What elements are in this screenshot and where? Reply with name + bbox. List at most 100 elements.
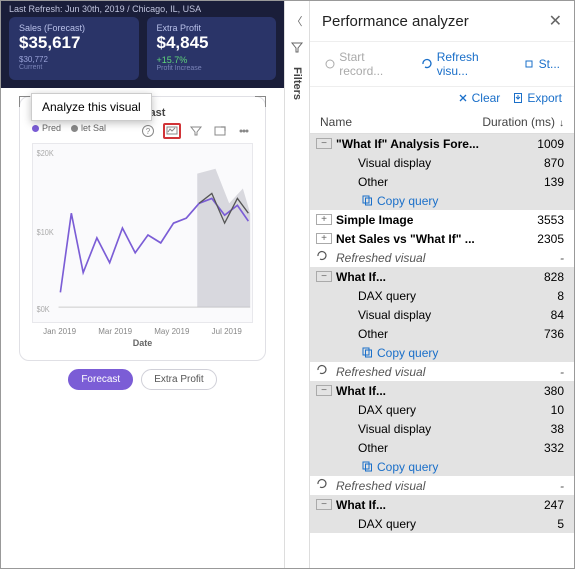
button-row: Forecast Extra Profit xyxy=(19,361,266,394)
table-row[interactable]: −"What If" Analysis Fore...1009 xyxy=(310,134,574,153)
filter-icon[interactable] xyxy=(187,123,205,139)
x-axis-title: Date xyxy=(32,338,253,348)
row-value: 870 xyxy=(504,156,564,170)
row-label[interactable]: Simple Image xyxy=(336,213,504,227)
row-value: 828 xyxy=(504,270,564,284)
panel-title: Performance analyzer xyxy=(322,13,469,30)
analyze-visual-icon[interactable] xyxy=(163,123,181,139)
table-row: DAX query10 xyxy=(310,400,574,419)
row-label[interactable]: What If... xyxy=(336,384,504,398)
table-row[interactable]: −What If...828 xyxy=(310,267,574,286)
row-label[interactable]: Net Sales vs "What If" ... xyxy=(336,232,504,246)
more-icon[interactable] xyxy=(235,123,253,139)
chart-legend: Pred let Sal ? xyxy=(32,123,253,139)
row-label[interactable]: "What If" Analysis Fore... xyxy=(336,137,504,151)
panel-toolbar: Start record... Refresh visu... St... xyxy=(310,42,574,87)
table-row[interactable]: −What If...247 xyxy=(310,495,574,514)
close-icon[interactable]: ✕ xyxy=(549,11,562,31)
line-chart[interactable]: $20K $10K $0K xyxy=(32,143,253,323)
row-value: 5 xyxy=(504,517,564,531)
report-canvas: Last Refresh: Jun 30th, 2019 / Chicago, … xyxy=(1,1,284,568)
start-recording-button[interactable]: Start record... xyxy=(320,48,411,80)
table-row[interactable]: −What If...380 xyxy=(310,381,574,400)
kpi-value: $4,845 xyxy=(157,33,267,53)
row-value: 139 xyxy=(504,175,564,189)
row-value: 38 xyxy=(504,422,564,436)
row-value: - xyxy=(504,251,564,265)
grid-body[interactable]: −"What If" Analysis Fore...1009Visual di… xyxy=(310,134,574,568)
refresh-timestamp: Last Refresh: Jun 30th, 2019 / Chicago, … xyxy=(9,4,201,14)
row-value: 736 xyxy=(504,327,564,341)
toggle-icon[interactable]: − xyxy=(316,499,332,510)
row-value: 8 xyxy=(504,289,564,303)
table-row[interactable]: +Net Sales vs "What If" ...2305 xyxy=(310,229,574,248)
focus-icon[interactable] xyxy=(211,123,229,139)
table-row: Visual display84 xyxy=(310,305,574,324)
stop-button[interactable]: St... xyxy=(519,48,564,80)
refresh-icon xyxy=(316,250,332,265)
panel-actions: Clear Export xyxy=(310,87,574,111)
row-value: 247 xyxy=(504,498,564,512)
sort-desc-icon: ↓ xyxy=(559,118,564,129)
table-row: Visual display38 xyxy=(310,419,574,438)
kpi-title: Extra Profit xyxy=(157,23,267,33)
filters-label: Filters xyxy=(291,67,303,100)
row-label: DAX query xyxy=(336,517,504,531)
grid-header: Name Duration (ms)↓ xyxy=(310,111,574,134)
toggle-icon[interactable]: − xyxy=(316,271,332,282)
kpi-value: $35,617 xyxy=(19,33,129,53)
refresh-visuals-button[interactable]: Refresh visu... xyxy=(417,48,512,80)
filters-pane-collapsed[interactable]: 〈 Filters xyxy=(284,1,310,568)
kpi-extra-profit[interactable]: Extra Profit $4,845 +15.7% Profit Increa… xyxy=(147,17,277,80)
table-row: Other332 xyxy=(310,438,574,457)
tooltip: Analyze this visual xyxy=(31,93,152,121)
export-button[interactable]: Export xyxy=(512,91,562,105)
kpi-sales-forecast[interactable]: Sales (Forecast) $35,617 $30,772 Current xyxy=(9,17,139,80)
table-row: Copy query xyxy=(310,191,574,210)
svg-text:$0K: $0K xyxy=(37,305,50,314)
clear-button[interactable]: Clear xyxy=(457,91,501,105)
row-label[interactable]: What If... xyxy=(336,270,504,284)
svg-text:$20K: $20K xyxy=(37,149,54,158)
table-row: DAX query5 xyxy=(310,514,574,533)
table-row: DAX query8 xyxy=(310,286,574,305)
row-label: Refreshed visual xyxy=(336,251,504,265)
help-icon[interactable]: ? xyxy=(139,123,157,139)
kpi-sub: $30,772 xyxy=(19,55,129,64)
copy-query-link[interactable]: Copy query xyxy=(336,194,438,208)
row-value: 1009 xyxy=(504,137,564,151)
table-row: Copy query xyxy=(310,457,574,476)
table-row: Copy query xyxy=(310,343,574,362)
row-value: 380 xyxy=(504,384,564,398)
chevron-left-icon[interactable]: 〈 xyxy=(292,13,303,29)
forecast-button[interactable]: Forecast xyxy=(68,369,133,390)
copy-query-link[interactable]: Copy query xyxy=(336,346,438,360)
copy-query-link[interactable]: Copy query xyxy=(336,460,438,474)
row-label: Other xyxy=(336,441,504,455)
x-axis-labels: Jan 2019 Mar 2019 May 2019 Jul 2019 xyxy=(32,327,253,336)
row-label: DAX query xyxy=(336,289,504,303)
svg-text:$10K: $10K xyxy=(37,228,54,237)
top-bar: Last Refresh: Jun 30th, 2019 / Chicago, … xyxy=(1,1,284,17)
toggle-icon[interactable]: − xyxy=(316,385,332,396)
row-value: - xyxy=(504,479,564,493)
table-row: Other736 xyxy=(310,324,574,343)
toggle-icon[interactable]: + xyxy=(316,233,332,244)
col-name[interactable]: Name xyxy=(320,115,464,129)
row-label: Refreshed visual xyxy=(336,365,504,379)
row-label: DAX query xyxy=(336,403,504,417)
legend-dot xyxy=(32,125,39,132)
kpi-sub-label: Profit Increase xyxy=(157,65,267,72)
toggle-icon[interactable]: − xyxy=(316,138,332,149)
toggle-icon[interactable]: + xyxy=(316,214,332,225)
col-duration[interactable]: Duration (ms)↓ xyxy=(464,115,564,129)
row-label[interactable]: What If... xyxy=(336,498,504,512)
visual-container: Analyze this visual What If Analys... Fo… xyxy=(1,88,284,402)
extra-profit-button[interactable]: Extra Profit xyxy=(141,369,216,390)
svg-text:?: ? xyxy=(146,127,151,136)
chart-visual[interactable]: What If Analys... Forecast Pred let Sal … xyxy=(19,96,266,361)
table-row[interactable]: +Simple Image3553 xyxy=(310,210,574,229)
legend-dot xyxy=(71,125,78,132)
kpi-title: Sales (Forecast) xyxy=(19,23,129,33)
performance-analyzer-panel: Performance analyzer ✕ Start record... R… xyxy=(310,1,574,568)
